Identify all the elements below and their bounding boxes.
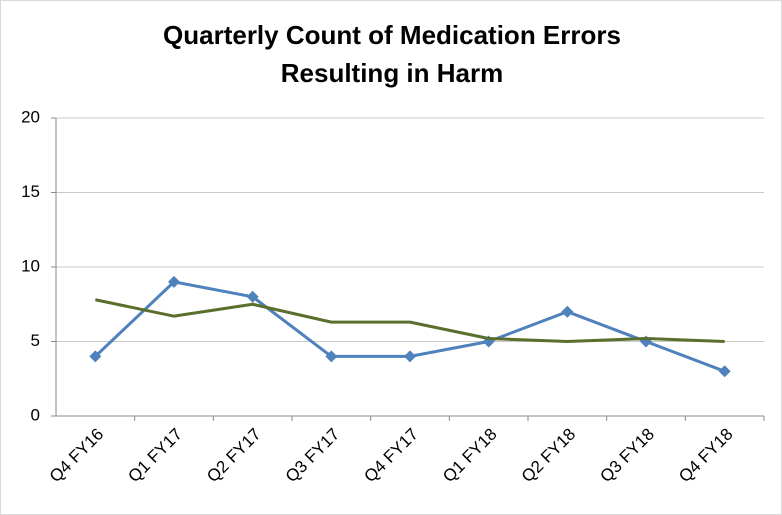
y-tick-label: 0 [31,405,40,424]
data-point [168,275,180,288]
data-point [561,305,574,318]
data-point [89,350,102,363]
series-line [95,298,725,343]
y-tick-label: 20 [21,107,40,126]
y-tick-label: 5 [31,331,40,350]
chart-title: Resulting in Harm [281,58,503,88]
chart-title: Quarterly Count of Medication Errors [163,20,621,50]
data-point [325,350,338,363]
data-point [246,290,259,303]
data-point [718,365,731,378]
y-tick-label: 10 [21,256,40,275]
data-point [404,350,416,363]
y-tick-label: 15 [21,182,40,201]
